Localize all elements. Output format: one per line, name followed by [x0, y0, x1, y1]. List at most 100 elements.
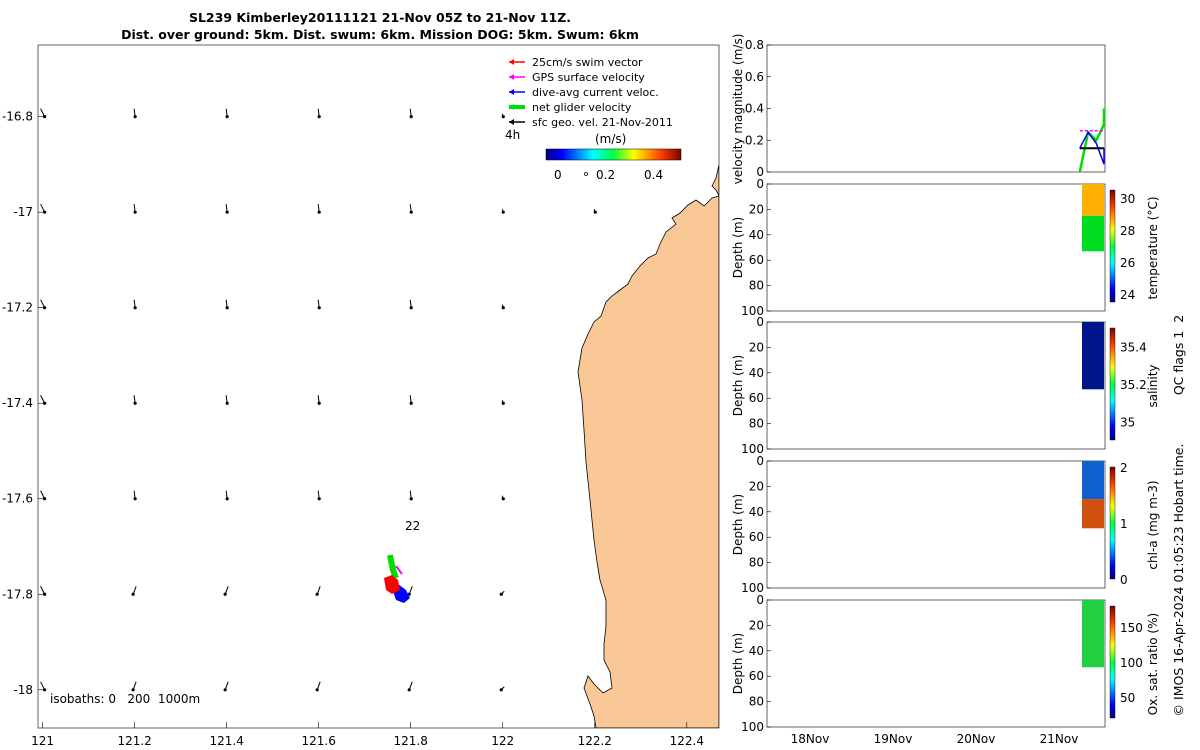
map-ytick-1: -17	[13, 205, 33, 219]
map-xtick-2: 121.4	[209, 734, 243, 748]
legend-label-3: net glider velocity	[532, 101, 632, 114]
geo-velocity-head-23	[409, 401, 413, 405]
colorbar-tick-chl-1: 1	[1120, 517, 1128, 531]
depth-ylabel-chl: Depth (m)	[731, 494, 745, 555]
geo-velocity-head-42	[499, 688, 503, 692]
map-ytick-6: -18	[13, 683, 33, 697]
geo-velocity-head-19	[43, 401, 47, 405]
colorbar-tick-temp-2: 26	[1120, 256, 1135, 270]
legend-label-0: 25cm/s swim vector	[532, 56, 643, 69]
isobaths-label: isobaths: 0 200 1000m	[50, 692, 200, 706]
colorbar-strip-temp	[1109, 189, 1116, 303]
geo-velocity-head-26	[133, 497, 137, 501]
depth-tick-oxy-5: 100	[741, 720, 764, 734]
depth-tick-sal-0: 0	[756, 315, 764, 329]
map-ytick-0: -16.8	[2, 110, 33, 124]
geo-velocity-head-37	[43, 688, 47, 692]
date-xtick-1: 19Nov	[874, 732, 913, 746]
profile-cells-sal-0	[1082, 322, 1104, 390]
velocity-panel: 0 0.2 0.4 0.6 0.8 velocity magnitude (m/s)	[731, 34, 1106, 185]
colorbar-label-oxy: Ox. sat. ratio (%)	[1146, 613, 1160, 715]
depth-ylabel-oxy: Depth (m)	[731, 633, 745, 694]
glider-gps-surface	[395, 565, 403, 575]
vel-series-1	[1079, 130, 1105, 165]
profile-cells-oxy-0	[1082, 600, 1104, 668]
depth-tick-sal-3: 60	[749, 391, 764, 405]
depth-tick-temp-1: 20	[749, 202, 764, 216]
legend-arrow-1	[509, 74, 514, 80]
colorbar-tick-sal-2: 35	[1120, 415, 1135, 429]
colorbar-label-chl: chl-a (mg m-3)	[1146, 480, 1160, 569]
depth-ylabel-temp: Depth (m)	[731, 217, 745, 278]
colorbar-tick-2: 0.4	[644, 168, 663, 182]
colorbar-tick-1: 0.2	[596, 168, 615, 182]
glider-swim-vector	[384, 575, 400, 594]
geo-velocity-head-27	[225, 497, 229, 501]
map-xtick-6: 122.2	[578, 734, 612, 748]
depth-tick-oxy-1: 20	[749, 618, 764, 632]
profile-cells-temp-0	[1082, 184, 1104, 216]
map-xtick-1: 121.2	[117, 734, 151, 748]
geo-velocity-head-14	[133, 306, 137, 310]
glider-net-velocity	[387, 554, 399, 580]
depth-tick-temp-3: 60	[749, 253, 764, 267]
colorbar-tick-temp-3: 24	[1120, 288, 1135, 302]
geo-velocity-head-30	[501, 497, 505, 501]
profile-frame-chl	[766, 460, 1106, 589]
profile-panel-oxy: 0 20 40 60 80 100 Depth (m) 150 100 50 Ox. sat. ra…	[731, 593, 1160, 734]
profile-cells-chl-0	[1082, 461, 1104, 500]
colorbar-strip	[545, 148, 682, 161]
depth-ylabel-sal: Depth (m)	[731, 355, 745, 416]
colorbar-label-temp: temperature (°C)	[1146, 197, 1160, 300]
credit-text: © IMOS 16-Apr-2024 01:05:23 Hobart time.	[1171, 444, 1186, 717]
map-xtick-4: 121.8	[394, 734, 428, 748]
geo-velocity-head-12	[593, 210, 597, 214]
colorbar-strip-chl	[1109, 466, 1116, 580]
legend-label-1: GPS surface velocity	[532, 71, 645, 84]
vel-series-0	[1078, 108, 1106, 173]
geo-velocity-head-10	[409, 210, 413, 214]
depth-tick-chl-5: 100	[741, 581, 764, 595]
geo-velocity-head-39	[223, 688, 227, 692]
depth-tick-chl-2: 40	[749, 505, 764, 519]
geo-velocity-head-8	[225, 210, 229, 214]
profile-panel-sal: 0 20 40 60 80 100 Depth (m) 35.4 35.2 35 salinity	[731, 315, 1160, 456]
profile-cells-temp-1	[1082, 215, 1104, 252]
legend-arrow-2	[509, 89, 514, 95]
colorbar-marker	[584, 172, 588, 176]
map-ytick-4: -17.6	[2, 492, 33, 506]
depth-tick-chl-1: 20	[749, 479, 764, 493]
vel-ytick-4: 0.8	[745, 38, 764, 52]
geo-velocity-head-4	[409, 115, 413, 119]
depth-tick-sal-1: 20	[749, 340, 764, 354]
depth-tick-oxy-3: 60	[749, 669, 764, 683]
speed-colorbar: (m/s) 0 0.2 0.4	[545, 132, 682, 182]
profile-cells-chl-1	[1082, 499, 1104, 529]
legend-label-4: sfc geo. vel. 21-Nov-2011	[532, 116, 673, 129]
colorbar-label-sal: salinity	[1146, 364, 1160, 407]
vel-ytick-1: 0.2	[745, 133, 764, 147]
geo-velocity-head-33	[223, 592, 227, 596]
depth-tick-chl-3: 60	[749, 530, 764, 544]
label-4h: 4h	[505, 128, 520, 142]
map-ytick-5: -17.8	[2, 587, 33, 601]
geo-velocity-head-21	[225, 401, 229, 405]
vel-ytick-0: 0	[756, 165, 764, 179]
geo-velocity-head-0	[43, 115, 47, 119]
map-legend: 25cm/s swim vector GPS surface velocity di…	[509, 56, 673, 129]
colorbar-tick-temp-1: 28	[1120, 224, 1135, 238]
map-xtick-5: 122	[491, 734, 514, 748]
geo-velocity-head-36	[499, 592, 503, 596]
depth-tick-temp-4: 80	[749, 279, 764, 293]
colorbar-sal: 35.4 35.2 35 salinity	[1109, 327, 1160, 441]
date-xtick-2: 20Nov	[957, 732, 996, 746]
colorbar-temp: 30 28 26 24 temperature (°C)	[1109, 189, 1160, 303]
date-xtick-0: 18Nov	[791, 732, 830, 746]
chart-title-line2: Dist. over ground: 5km. Dist. swum: 6km.…	[121, 27, 639, 42]
profile-panel-temp: 0 20 40 60 80 100 Depth (m) 30 28 26 24 temperature…	[731, 177, 1160, 318]
geo-velocity-head-16	[317, 306, 321, 310]
map-ytick-3: -17.4	[2, 396, 33, 410]
colorbar-tick-oxy-1: 100	[1120, 656, 1143, 670]
velocity-ylabel: velocity magnitude (m/s)	[731, 34, 745, 185]
